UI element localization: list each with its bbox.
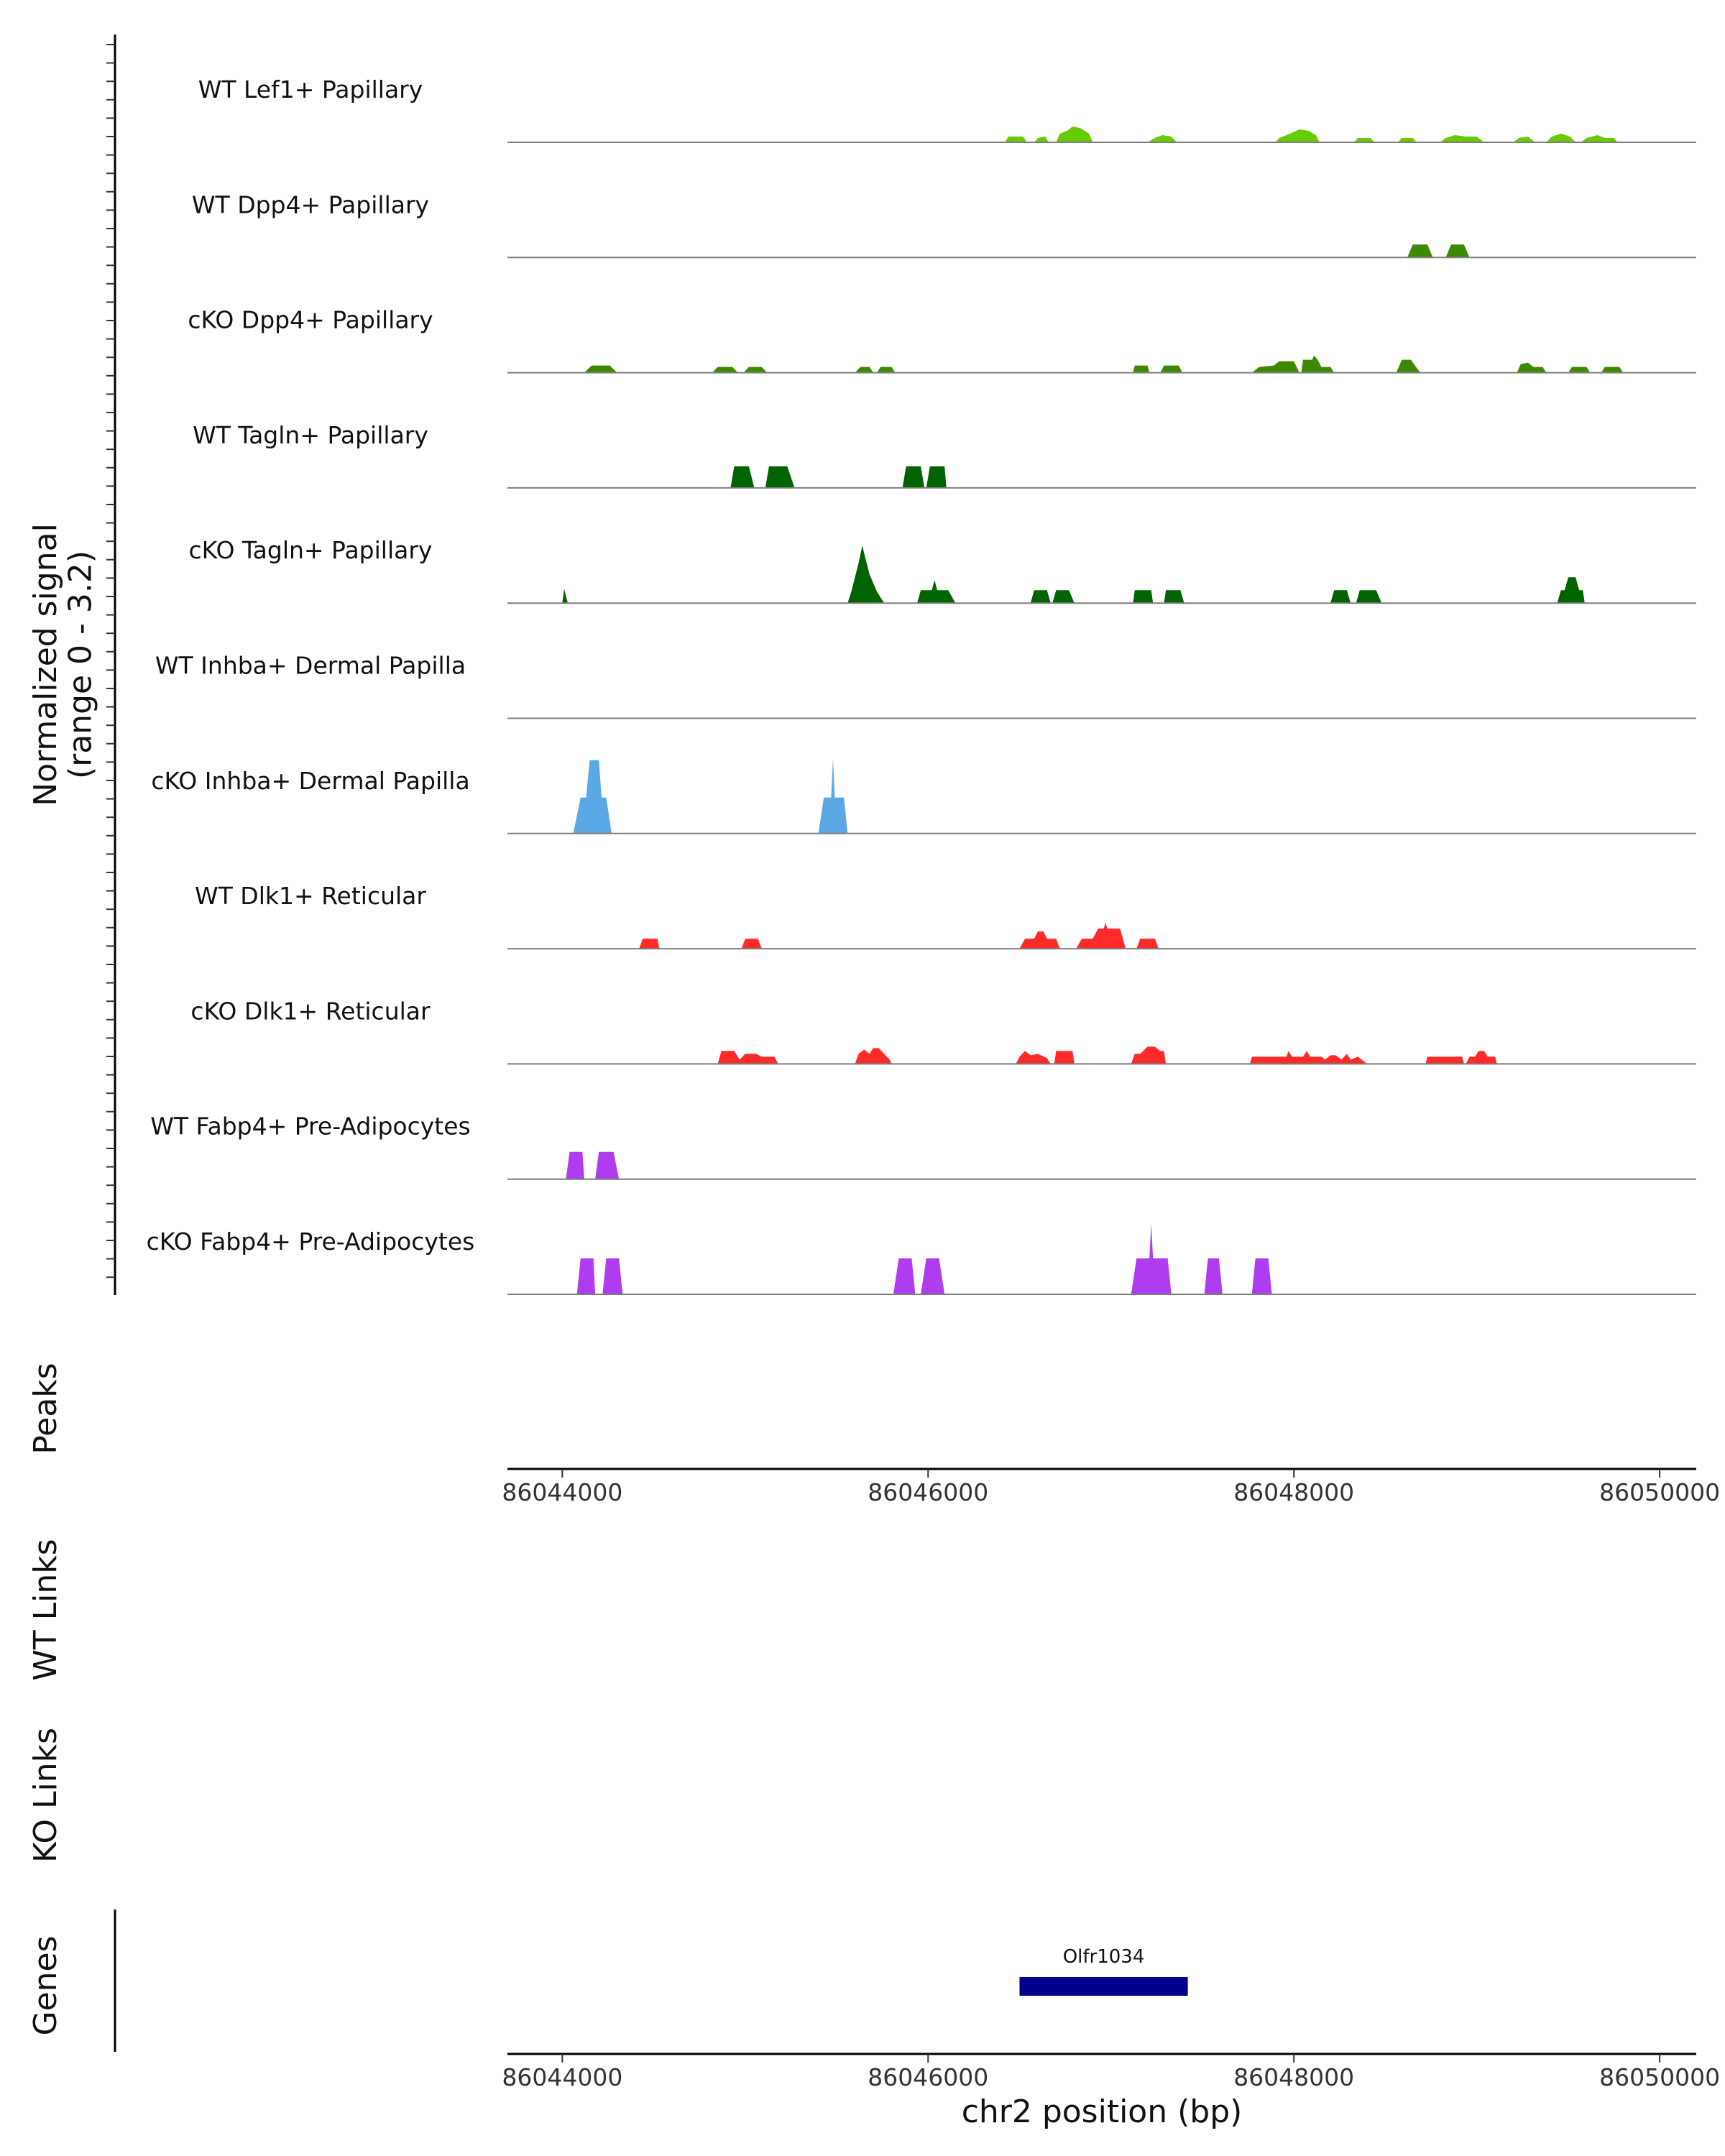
track-label: cKO Inhba+ Dermal Papilla	[151, 767, 469, 795]
track: WT Fabp4+ Pre-Adipocytes	[150, 1112, 1696, 1180]
track: cKO Dlk1+ Reticular	[190, 997, 1696, 1065]
gene-annotations: Olfr1034	[1019, 1946, 1188, 1996]
track-label: WT Fabp4+ Pre-Adipocytes	[150, 1112, 470, 1141]
x-tick-label: 86044000	[502, 1478, 622, 1506]
track: WT Dlk1+ Reticular	[195, 882, 1696, 950]
track: cKO Dpp4+ Papillary	[188, 306, 1696, 374]
gene: Olfr1034	[1019, 1946, 1188, 1996]
coverage-area	[717, 1046, 1497, 1064]
x-tick-label: 86048000	[1233, 2063, 1354, 2091]
coverage-area	[1005, 126, 1618, 142]
coverage-area	[639, 923, 1159, 949]
track-label: cKO Dlk1+ Reticular	[190, 997, 431, 1025]
track: WT Tagln+ Papillary	[193, 421, 1696, 489]
track-label: cKO Fabp4+ Pre-Adipocytes	[147, 1227, 475, 1256]
peaks-x-axis-ticks: 86044000 86046000 86048000 86050000	[502, 1469, 1720, 1506]
y-axis-ticks	[106, 44, 115, 1279]
genes-x-axis-ticks: 86044000 86046000 86048000 86050000	[502, 2054, 1720, 2091]
track: WT Dpp4+ Papillary	[192, 190, 1696, 259]
coverage-area	[730, 466, 947, 488]
strand-arrow	[1019, 1979, 1029, 1994]
track-label: WT Dpp4+ Papillary	[192, 190, 429, 218]
track-label: cKO Tagln+ Papillary	[189, 536, 433, 564]
track: WT Inhba+ Dermal Papilla	[155, 652, 1696, 719]
coverage-area	[562, 545, 1585, 604]
ko-links-panel-title: KO Links	[27, 1728, 64, 1863]
track-label: WT Dlk1+ Reticular	[195, 882, 426, 910]
track-label: WT Tagln+ Papillary	[193, 421, 428, 449]
x-axis-title: chr2 position (bp)	[962, 2093, 1243, 2130]
track: WT Lef1+ Papillary	[198, 75, 1696, 143]
x-tick-label: 86046000	[868, 2063, 988, 2091]
gene-label: Olfr1034	[1063, 1946, 1145, 1968]
genes-panel-title: Genes	[27, 1935, 64, 2035]
y-axis-title: Normalized signal(range 0 - 3.2)	[27, 523, 98, 806]
wt-links-panel-title: WT Links	[27, 1539, 64, 1680]
track-label: cKO Dpp4+ Papillary	[188, 306, 433, 334]
x-tick-label: 86050000	[1599, 2063, 1720, 2091]
track: cKO Tagln+ Papillary	[189, 536, 1696, 604]
coverage-area	[566, 1151, 620, 1179]
coverage-area	[576, 1224, 1272, 1294]
gene-body	[1019, 1977, 1188, 1996]
track: cKO Inhba+ Dermal Papilla	[151, 758, 1696, 834]
x-tick-label: 86044000	[502, 2063, 622, 2091]
x-tick-label: 86048000	[1233, 1478, 1354, 1506]
track-label: WT Inhba+ Dermal Papilla	[155, 652, 466, 680]
x-tick-label: 86050000	[1599, 1478, 1720, 1506]
x-tick-label: 86046000	[868, 1478, 988, 1506]
coverage-tracks: WT Lef1+ Papillary WT Dpp4+ Papillary cKO …	[147, 75, 1696, 1295]
coverage-area	[1407, 244, 1470, 258]
coverage-area	[573, 758, 848, 834]
peaks-panel-title: Peaks	[27, 1363, 64, 1454]
track-label: WT Lef1+ Papillary	[198, 75, 423, 103]
coverage-area	[584, 355, 1624, 373]
track: cKO Fabp4+ Pre-Adipocytes	[147, 1224, 1696, 1295]
